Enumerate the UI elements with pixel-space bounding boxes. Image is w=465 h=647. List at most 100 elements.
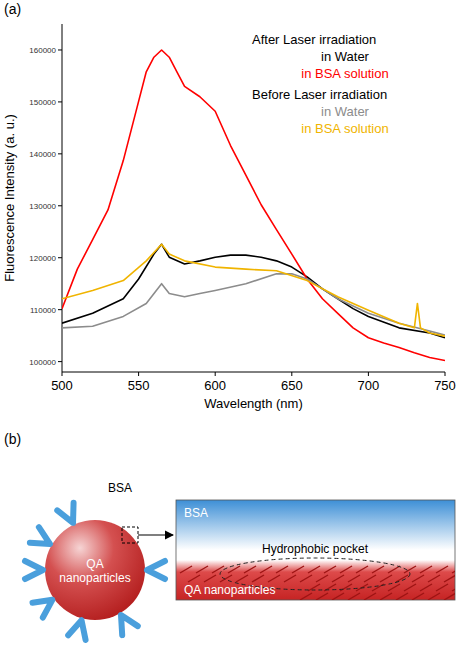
stripe: [380, 575, 392, 582]
stripe: [436, 566, 448, 573]
stripe: [316, 593, 328, 600]
panel-label: (a): [4, 1, 21, 17]
particle-label-line: QA: [86, 557, 103, 571]
y-tick: [58, 205, 62, 206]
particle-label-line: nanoparticles: [59, 571, 130, 585]
bsa-protein: [121, 615, 138, 635]
x-tick-label: 700: [358, 378, 380, 393]
stripe: [380, 593, 392, 600]
stripe: [404, 584, 416, 591]
x-axis-title: Wavelength (nm): [204, 396, 303, 411]
stripe: [372, 566, 384, 573]
bsa-protein: [30, 527, 50, 544]
stripe: [292, 566, 304, 573]
x-tick: [62, 372, 63, 376]
series-line: [62, 244, 445, 336]
x-tick-label: 650: [281, 378, 303, 393]
y-tick: [58, 101, 62, 102]
stripe: [300, 593, 312, 600]
bsa-protein: [147, 561, 165, 579]
y-tick-label: 110000: [30, 306, 57, 315]
stripe: [268, 575, 280, 582]
stripe: [452, 584, 455, 591]
bsa-protein: [25, 561, 43, 579]
stripe: [348, 575, 360, 582]
y-tick-label: 150000: [29, 98, 56, 107]
bsa-label: BSA: [108, 481, 132, 495]
stripe: [212, 566, 224, 573]
zoom-box: [122, 527, 138, 543]
x-axis: [62, 372, 445, 373]
series-line: [62, 274, 445, 335]
stripe: [444, 575, 455, 582]
y-tick: [58, 309, 62, 310]
legend-group-title: After Laser irradiation: [252, 32, 376, 47]
y-tick-label: 100000: [29, 358, 56, 367]
series-line: [62, 50, 445, 361]
x-tick: [445, 372, 446, 376]
stripe: [412, 575, 424, 582]
stripe: [388, 566, 400, 573]
stripe: [284, 575, 296, 582]
stripe: [388, 584, 400, 591]
legend-group-title: Before Laser irradiation: [252, 87, 387, 102]
x-tick-label: 600: [204, 378, 226, 393]
stripe: [428, 593, 440, 600]
y-tick: [58, 49, 62, 50]
inset-frame: [176, 500, 455, 600]
y-tick-label: 120000: [29, 254, 56, 263]
stripe: [324, 566, 336, 573]
stripe: [444, 593, 455, 600]
x-tick: [291, 372, 292, 376]
figure: (a) 500 550 600 650 700 750 100000 110000 120000 1…: [0, 0, 465, 647]
legend-entry: in BSA solution: [301, 121, 388, 136]
pocket-label: Hydrophobic pocket: [262, 542, 369, 556]
series-line: [62, 244, 445, 337]
y-tick: [58, 361, 62, 362]
y-axis: [62, 24, 63, 372]
stripe: [332, 575, 344, 582]
y-tick: [58, 257, 62, 258]
inset-stripes: [180, 566, 455, 600]
stripe: [308, 566, 320, 573]
stripe: [452, 566, 455, 573]
stripe: [260, 566, 272, 573]
legend-entry: in BSA solution: [301, 66, 388, 81]
stripe: [420, 584, 432, 591]
stripe: [364, 593, 376, 600]
stripe: [396, 593, 408, 600]
stripe: [236, 575, 248, 582]
inset-qa-label: QA nanoparticles: [184, 583, 275, 597]
x-tick-label: 550: [128, 378, 150, 393]
stripe: [316, 575, 328, 582]
stripe: [396, 575, 408, 582]
bsa-protein: [68, 620, 85, 640]
x-tick-label: 500: [51, 378, 73, 393]
zoom-arrow: [138, 534, 173, 535]
y-tick-label: 130000: [29, 202, 56, 211]
legend-entry: in Water: [321, 104, 370, 119]
stripe: [204, 575, 216, 582]
stripe: [340, 566, 352, 573]
x-tick: [368, 372, 369, 376]
stripe: [364, 575, 376, 582]
y-tick: [58, 153, 62, 154]
stripe: [332, 593, 344, 600]
stripe: [348, 593, 360, 600]
stripe: [436, 584, 448, 591]
inset-bsa-label: BSA: [184, 506, 208, 520]
qa-nanoparticle: [45, 520, 145, 620]
stripe: [340, 584, 352, 591]
x-tick-label: 750: [434, 378, 456, 393]
y-axis-title: Fluorescence Intensity (a. u.): [2, 114, 17, 282]
stripe: [412, 593, 424, 600]
legend-entry: in Water: [321, 49, 370, 64]
stripe: [180, 566, 192, 573]
bsa-protein: [32, 600, 52, 618]
stripe: [356, 566, 368, 573]
stripe: [428, 575, 440, 582]
stripe: [228, 566, 240, 573]
particle-label: QAnanoparticles: [59, 557, 130, 585]
stripe: [420, 566, 432, 573]
y-tick-label: 160000: [29, 46, 56, 55]
